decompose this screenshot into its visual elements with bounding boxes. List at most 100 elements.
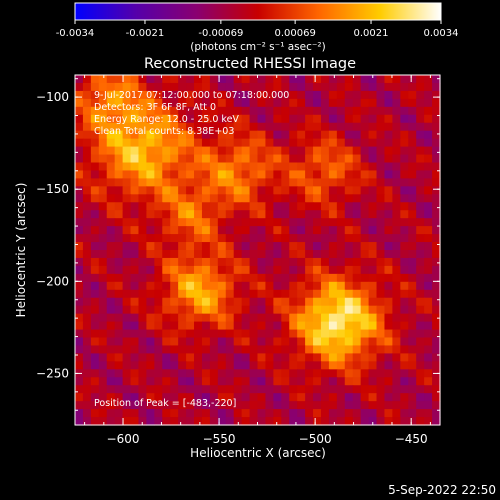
heatmap-cell: [249, 417, 259, 426]
heatmap-cell: [146, 250, 155, 259]
heatmap-cell: [98, 409, 108, 418]
heatmap-cell: [186, 186, 195, 195]
heatmap-cell: [352, 146, 362, 156]
heatmap-cell: [114, 210, 124, 219]
heatmap-cell: [432, 146, 441, 156]
heatmap-cell: [281, 361, 290, 370]
heatmap-cell: [376, 162, 386, 172]
heatmap-cell: [368, 226, 378, 235]
heatmap-cell: [194, 401, 203, 410]
heatmap-cell: [336, 321, 346, 331]
heatmap-cell: [320, 242, 330, 251]
heatmap-cell: [201, 242, 211, 251]
heatmap-cell: [432, 401, 441, 410]
heatmap-cell: [416, 178, 425, 187]
heatmap-cell: [122, 170, 132, 179]
heatmap-cell: [122, 369, 132, 378]
heatmap-cell: [432, 186, 441, 195]
heatmap-cell: [225, 138, 235, 148]
heatmap-cell: [114, 257, 124, 267]
heatmap-cell: [257, 273, 267, 283]
heatmap-cells: [75, 75, 441, 426]
heatmap-cell: [122, 202, 132, 211]
heatmap-cell: [233, 250, 243, 259]
heatmap-cell: [392, 401, 401, 410]
heatmap-cell: [209, 353, 219, 362]
heatmap-cell: [186, 82, 195, 92]
heatmap-cell: [233, 226, 243, 235]
heatmap-cell: [265, 329, 274, 339]
heatmap-cell: [376, 393, 386, 402]
heatmap-cell: [249, 369, 259, 378]
heatmap-cell: [82, 369, 92, 378]
heatmap-cell: [249, 122, 259, 132]
heatmap-cell: [90, 417, 100, 426]
heatmap-cell: [376, 289, 386, 299]
heatmap-cell: [384, 98, 393, 108]
heatmap-cell: [225, 170, 235, 179]
heatmap-cell: [130, 361, 140, 370]
heatmap-cell: [170, 369, 179, 378]
heatmap-cell: [320, 369, 330, 378]
heatmap-cell: [273, 194, 282, 203]
heatmap-cell: [178, 90, 187, 100]
heatmap-cell: [122, 138, 132, 148]
heatmap-cell: [217, 361, 227, 370]
heatmap-cell: [408, 321, 417, 331]
heatmap-cell: [75, 329, 84, 339]
heatmap-cell: [257, 114, 267, 124]
heatmap-cell: [233, 313, 243, 323]
heatmap-cell: [281, 409, 290, 418]
heatmap-cell: [130, 146, 140, 156]
heatmap-cell: [376, 194, 386, 203]
heatmap-cell: [154, 313, 163, 323]
heatmap-cell: [368, 409, 378, 418]
heatmap-cell: [392, 106, 401, 116]
heatmap-cell: [328, 257, 338, 267]
heatmap-cell: [281, 90, 290, 100]
heatmap-cell: [98, 297, 108, 307]
heatmap-cell: [241, 146, 251, 156]
heatmap-cell: [360, 345, 370, 354]
heatmap-cell: [336, 297, 346, 307]
heatmap-cell: [130, 281, 140, 291]
heatmap-cell: [98, 329, 108, 339]
heatmap-cell: [178, 250, 187, 259]
heatmap-cell: [122, 353, 132, 362]
heatmap-cell: [313, 337, 322, 347]
heatmap-cell: [201, 122, 211, 132]
heatmap-cell: [313, 377, 322, 386]
heatmap-cell: [162, 313, 171, 323]
heatmap-cell: [384, 154, 393, 164]
heatmap-cell: [424, 122, 433, 132]
heatmap-cell: [344, 106, 354, 116]
heatmap-cell: [368, 361, 378, 370]
heatmap-cell: [75, 281, 84, 291]
heatmap-cell: [241, 98, 251, 108]
heatmap-cell: [217, 178, 227, 187]
heatmap-cell: [241, 250, 251, 259]
heatmap-cell: [178, 345, 187, 354]
heatmap-cell: [225, 122, 235, 132]
heatmap-cell: [313, 98, 322, 108]
heatmap-cell: [352, 194, 362, 203]
heatmap-cell: [408, 146, 417, 156]
heatmap-cell: [154, 162, 163, 172]
heatmap-cell: [344, 409, 354, 418]
heatmap-cell: [217, 273, 227, 283]
heatmap-cell: [265, 242, 274, 251]
heatmap-cell: [360, 242, 370, 251]
heatmap-cell: [289, 361, 298, 370]
heatmap-cell: [138, 122, 148, 132]
heatmap-cell: [130, 82, 140, 92]
heatmap-cell: [424, 178, 433, 187]
heatmap-cell: [170, 401, 179, 410]
heatmap-cell: [162, 194, 171, 203]
heatmap-cell: [98, 265, 108, 275]
heatmap-cell: [98, 242, 108, 251]
heatmap-cell: [209, 377, 219, 386]
heatmap-cell: [384, 75, 393, 84]
heatmap-cell: [146, 417, 155, 426]
heatmap-cell: [376, 385, 386, 394]
heatmap-cell: [320, 75, 330, 84]
